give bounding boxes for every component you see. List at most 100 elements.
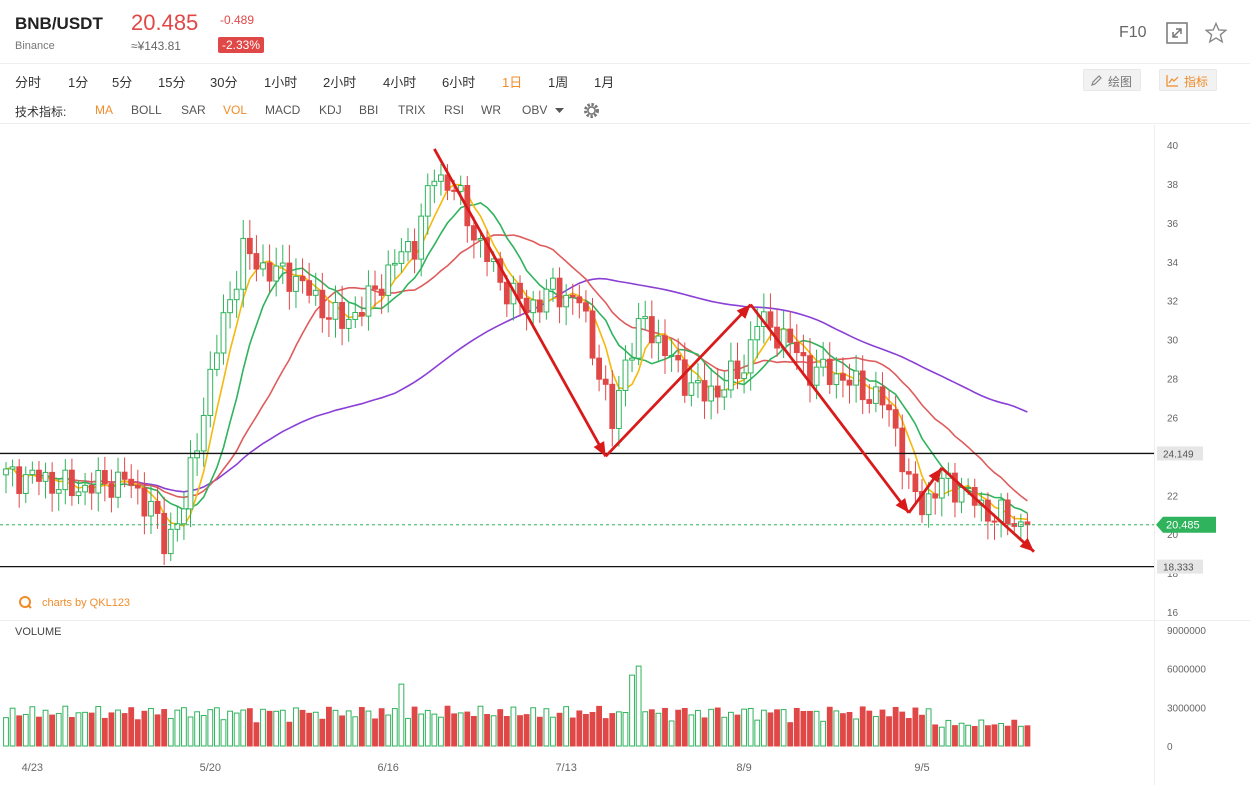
volume-bar — [444, 705, 451, 747]
volume-bar — [227, 710, 233, 747]
volume-bar — [642, 711, 649, 747]
candle — [286, 262, 293, 292]
candle — [36, 469, 42, 482]
candle — [714, 385, 721, 398]
volume-bar — [912, 707, 919, 747]
candle — [293, 275, 299, 292]
candle — [807, 355, 813, 386]
fullscreen-icon[interactable] — [1166, 22, 1188, 44]
candle — [326, 317, 332, 320]
volume-bar — [787, 722, 794, 747]
timeframe-tab[interactable]: 1月 — [594, 75, 615, 90]
candlestick-chart[interactable]: 40 38 36 34 32 30 28 26 22 20 18 16 9000000 6000000 3… — [0, 125, 1250, 785]
candle — [503, 281, 510, 305]
candle — [187, 457, 194, 510]
volume-tick-label: 0 — [1167, 742, 1173, 753]
candle — [615, 389, 622, 429]
volume-bar — [470, 715, 477, 747]
draw-tool-button[interactable]: 绘图 — [1083, 69, 1142, 91]
candle — [622, 359, 629, 391]
candle — [246, 237, 253, 255]
timeframe-tab[interactable]: 15分 — [158, 75, 186, 90]
volume-bar — [451, 713, 458, 747]
timeframe-tab[interactable]: 2小时 — [323, 75, 357, 90]
indicator-sar[interactable]: SAR — [181, 103, 206, 117]
indicator-macd[interactable]: MACD — [265, 103, 301, 117]
candle — [1017, 521, 1024, 527]
y-tick-label: 40 — [1167, 141, 1179, 152]
timeframe-tab[interactable]: 1分 — [68, 75, 89, 90]
indicator-kdj[interactable]: KDJ — [319, 103, 342, 117]
candle — [431, 180, 438, 187]
candle — [352, 311, 359, 320]
indicator-ma[interactable]: MA — [95, 103, 113, 117]
candle — [418, 215, 425, 260]
indicator-tool-label: 指标 — [1184, 75, 1209, 89]
timeframe-tab[interactable]: 5分 — [112, 75, 133, 90]
f10-button[interactable]: F10 — [1119, 24, 1147, 41]
timeframe-tab[interactable]: 6小时 — [442, 75, 476, 90]
volume-bar — [101, 717, 108, 747]
timeframe-tab[interactable]: 30分 — [210, 75, 238, 90]
indicator-rsi[interactable]: RSI — [444, 103, 465, 117]
volume-bar — [431, 713, 438, 747]
indicator-bbi[interactable]: BBI — [359, 103, 379, 117]
timeframe-tab[interactable]: 分时 — [15, 75, 42, 90]
timeframe-tab[interactable]: 1周 — [548, 75, 569, 90]
volume-bar — [767, 712, 774, 747]
candle — [332, 301, 339, 320]
candle — [240, 237, 247, 290]
chevron-down-icon[interactable] — [555, 108, 564, 114]
candle — [609, 383, 616, 429]
indicator-trix[interactable]: TRIX — [398, 103, 426, 117]
indicator-vol[interactable]: VOL — [223, 103, 248, 117]
volume-bar — [88, 712, 95, 747]
candle — [405, 241, 411, 253]
candle — [260, 262, 266, 270]
price-change: -0.489 — [220, 13, 255, 27]
star-icon[interactable] — [1205, 22, 1227, 44]
volume-bar — [807, 710, 813, 747]
indicator-obv[interactable]: OBV — [522, 103, 548, 117]
draw-tool-label: 绘图 — [1108, 75, 1133, 89]
volume-bar — [747, 707, 754, 747]
volume-bar — [655, 712, 662, 747]
volume-bar — [95, 706, 102, 747]
ticker-header: BNB/USDT Binance 20.485 ≈¥143.81 -0.489 … — [0, 0, 1250, 64]
volume-bar — [372, 718, 378, 747]
volume-bar — [668, 720, 675, 747]
volume-bar — [299, 709, 306, 747]
candle — [905, 471, 912, 475]
candle — [813, 366, 820, 386]
candle — [312, 289, 319, 296]
volume-bar — [734, 714, 741, 747]
candle — [88, 484, 95, 494]
volume-bar — [240, 709, 247, 747]
indicator-tool-button[interactable]: 指标 — [1159, 69, 1218, 91]
indicator-wr[interactable]: WR — [481, 103, 501, 117]
volume-bar — [820, 720, 827, 747]
candle — [95, 470, 102, 494]
volume-bar — [635, 665, 642, 747]
volume-bar — [622, 711, 629, 747]
candle — [279, 262, 286, 267]
candle — [833, 373, 840, 386]
candle — [708, 385, 715, 402]
horizontal-levels: 24.149 18.333 20.485 — [0, 446, 1216, 574]
volume-bar — [253, 722, 260, 747]
volume-bar — [233, 712, 240, 747]
exchange-name: Binance — [15, 40, 55, 52]
indicator-bar-label: 技术指标: — [15, 105, 67, 119]
candle — [253, 253, 260, 270]
timeframe-tab-active[interactable]: 1日 — [502, 75, 523, 90]
volume-bar — [853, 718, 860, 747]
timeframe-tab[interactable]: 4小时 — [383, 75, 417, 90]
timeframe-tab[interactable]: 1小时 — [264, 75, 298, 90]
volume-bar — [1004, 725, 1011, 747]
indicator-boll[interactable]: BOLL — [131, 103, 162, 117]
y-tick-label: 18 — [1167, 569, 1179, 580]
volume-tick-label: 3000000 — [1167, 703, 1206, 714]
gear-icon[interactable] — [583, 102, 600, 119]
volume-bar — [833, 710, 840, 747]
candle — [879, 386, 886, 406]
